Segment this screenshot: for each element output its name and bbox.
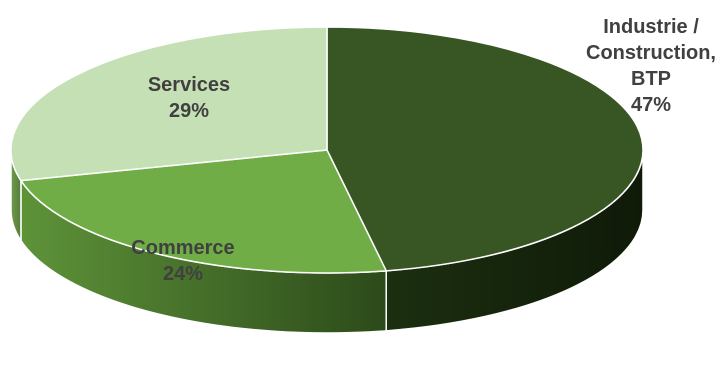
slice-category-label-commerce: Commerce: [131, 237, 234, 259]
slice-value-label-services: 29%: [169, 100, 209, 122]
slice-label-services: Services 29%: [148, 74, 230, 122]
slice-category-label-industrie: BTP: [631, 68, 671, 90]
pie-slice-industrie: [326, 26, 644, 272]
slice-category-label-services: Services: [148, 74, 230, 96]
pie-slice-commerce: [20, 149, 387, 274]
slice-value-label-commerce: 24%: [163, 263, 203, 285]
pie-tops: [10, 26, 644, 274]
slice-label-commerce: Commerce 24%: [131, 237, 234, 285]
slice-category-label-industrie: Construction,: [586, 42, 716, 64]
slice-category-label-industrie: Industrie /: [603, 16, 699, 38]
slice-value-label-industrie: 47%: [631, 94, 671, 116]
pie-labels: Industrie / Construction, BTP 47% Commerce 24…: [131, 16, 716, 285]
pie-slice-services: [10, 26, 328, 182]
slice-label-industrie: Industrie / Construction, BTP 47%: [586, 16, 716, 116]
